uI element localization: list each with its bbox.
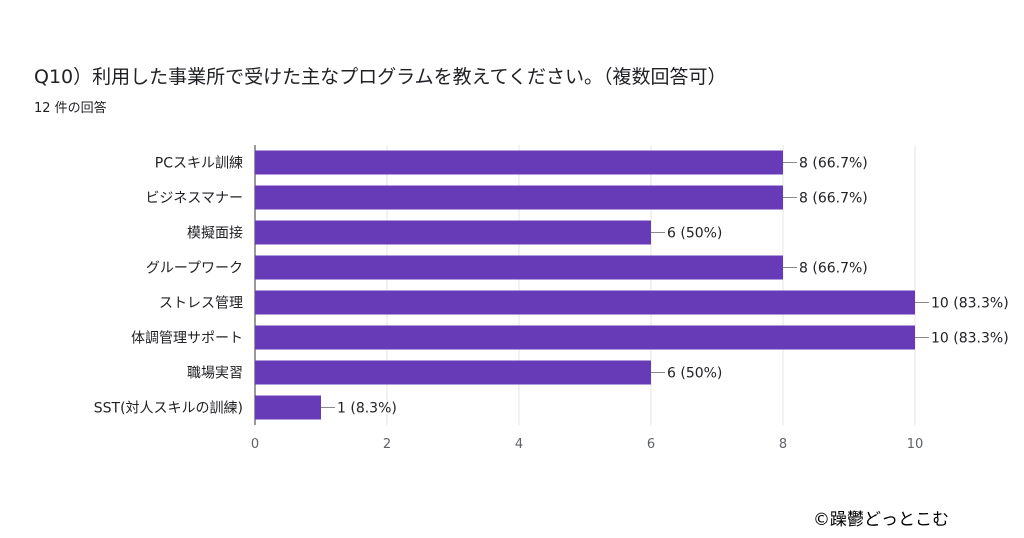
bar — [255, 185, 783, 210]
chart-title: Q10）利用した事業所で受けた主なプログラムを教えてください。（複数回答可） — [34, 66, 727, 88]
data-label: 8 (66.7%) — [799, 261, 868, 277]
x-tick-label: 0 — [251, 437, 259, 452]
category-label: 模擬面接 — [187, 225, 243, 242]
bar — [255, 290, 915, 315]
x-tick-label: 8 — [779, 437, 787, 452]
data-label: 10 (83.3%) — [931, 331, 1009, 347]
data-label: 8 (66.7%) — [799, 191, 868, 207]
category-label: グループワーク — [146, 261, 243, 277]
category-label: SST(対人スキルの訓練) — [94, 401, 243, 417]
data-label: 10 (83.3%) — [931, 296, 1009, 312]
data-label: 6 (50%) — [667, 226, 722, 242]
bar — [255, 325, 915, 350]
bar — [255, 360, 651, 385]
copyright-text: ©躁鬱どっとこむ — [813, 510, 949, 530]
data-label: 1 (8.3%) — [337, 401, 397, 417]
response-count: 12 件の回答 — [34, 101, 107, 116]
data-label: 8 (66.7%) — [799, 156, 868, 172]
bar — [255, 220, 651, 245]
x-tick-label: 4 — [515, 437, 523, 452]
x-tick-label: 2 — [383, 437, 391, 452]
category-label: 体調管理サポート — [131, 331, 243, 347]
bar — [255, 150, 783, 175]
category-label: ストレス管理 — [159, 296, 243, 312]
category-label: 職場実習 — [187, 366, 243, 382]
category-label: PCスキル訓練 — [155, 156, 243, 172]
x-tick-label: 10 — [907, 437, 924, 452]
category-label: ビジネスマナー — [145, 191, 243, 207]
bar — [255, 255, 783, 280]
x-tick-label: 6 — [647, 437, 655, 452]
data-label: 6 (50%) — [667, 366, 722, 382]
bar — [255, 395, 321, 420]
